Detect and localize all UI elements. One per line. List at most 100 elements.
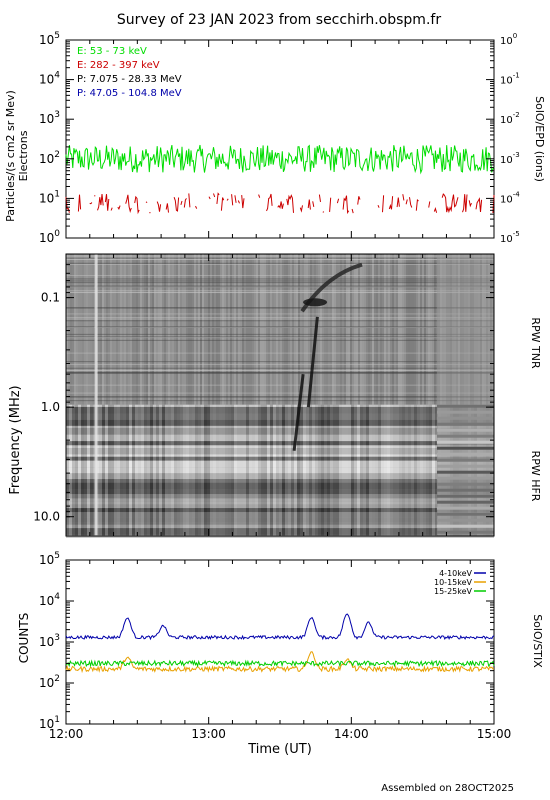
texture-row [66,367,494,369]
rpw-ticks: 0.1 1.0 10.0 [33,253,495,536]
y-tick-label: 10-5 [500,230,520,245]
texture-column [354,254,356,405]
late-hfr-band [436,530,494,534]
texture-column [392,254,394,405]
late-hfr-band [436,446,494,450]
hfr-texture-column [429,404,432,536]
texture-column [138,254,140,405]
texture-row [66,291,494,293]
hfr-texture-column [426,404,429,536]
hfr-band [66,512,494,518]
texture-column [228,254,230,405]
texture-column [184,254,186,405]
hfr-texture-column [378,404,381,536]
hfr-texture-column [168,404,171,536]
texture-column [144,254,146,405]
stix-ylabel: COUNTS [17,613,31,664]
late-region [436,254,494,405]
texture-column [210,254,212,405]
texture-column [338,254,340,405]
figure-title: Survey of 23 JAN 2023 from secchirh.obsp… [117,12,441,28]
hfr-texture-column [399,404,402,536]
texture-row [66,400,494,402]
texture-column [188,254,190,405]
hfr-texture-column [93,404,96,536]
texture-row [66,318,494,320]
texture-row [66,313,494,315]
hfr-band [66,482,494,490]
texture-column [414,254,416,405]
hfr-texture-column [255,404,258,536]
texture-column [208,254,210,405]
texture-column [422,254,424,405]
late-hfr-band [436,470,494,474]
texture-column [294,254,296,405]
texture-column [434,254,436,405]
texture-column [74,254,76,405]
hfr-texture-column [393,404,396,536]
texture-column [296,254,298,405]
hfr-texture-column [432,404,435,536]
texture-row [66,352,494,354]
texture-row [66,292,494,294]
hfr-band [66,501,494,505]
texture-column [124,254,126,405]
texture-row [66,317,494,319]
texture-column [134,254,136,405]
hfr-texture-column [120,404,123,536]
texture-column [268,254,270,405]
texture-column [148,254,150,405]
hfr-texture-column [306,404,309,536]
hfr-texture-column [261,404,264,536]
texture-column [266,254,268,405]
hfr-texture-column [105,404,108,536]
hfr-texture-column [417,404,420,536]
y-tick-label: 100 [39,229,60,245]
texture-column [158,254,160,405]
footer-assembled: Assembled on 28OCT2025 [381,783,514,794]
hfr-texture-column [321,404,324,536]
hfr-band [66,504,494,509]
hfr-band [66,508,494,513]
late-hfr-band [436,422,494,426]
hfr-texture-column [243,404,246,536]
stix-series-1 [65,651,495,674]
hfr-texture-column [198,404,201,536]
texture-column [76,254,78,405]
texture-column [362,254,364,405]
texture-row [66,264,494,266]
texture-column [80,254,82,405]
texture-row [66,333,494,335]
texture-row [66,259,494,261]
hfr-texture-column [258,404,261,536]
texture-column [412,254,414,405]
late-hfr-band [436,404,494,408]
texture-column [322,254,324,405]
hfr-texture-column [333,404,336,536]
hfr-texture-column [165,404,168,536]
hfr-texture-column [123,404,126,536]
hfr-texture-column [204,404,207,536]
late-hfr-band [436,410,494,414]
texture-row [66,392,494,394]
texture-column [332,254,334,405]
hfr-texture-column [213,404,216,536]
hfr-band [66,448,494,455]
texture-column [306,254,308,405]
hfr-texture-column [225,404,228,536]
texture-column [276,254,278,405]
texture-column [68,254,70,405]
hfr-texture-column [72,404,75,536]
stix-frame [65,559,495,725]
texture-column [258,254,260,405]
hfr-texture-column [87,404,90,536]
texture-column [92,254,94,405]
texture-column [358,254,360,405]
texture-column [320,254,322,405]
texture-row [66,339,494,341]
rpw-label-hfr: RPW HFR [529,451,542,502]
texture-column [190,254,192,405]
texture-column [84,254,86,405]
texture-column [168,254,170,405]
